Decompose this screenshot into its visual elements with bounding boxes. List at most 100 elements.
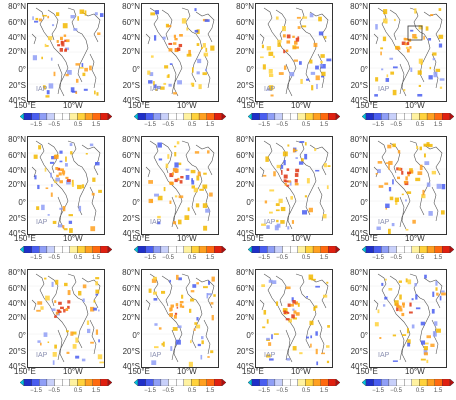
anomaly-cell — [205, 208, 210, 213]
anomaly-cell — [204, 68, 207, 72]
anomaly-cell — [86, 320, 90, 325]
anomaly-cell — [375, 77, 379, 82]
anomaly-cell — [322, 294, 328, 298]
anomaly-cell — [176, 141, 180, 145]
anomaly-cell — [392, 143, 396, 148]
lat-label: 0° — [132, 331, 140, 340]
anomaly-cell — [266, 225, 270, 229]
anomaly-cell — [45, 295, 50, 301]
lat-label: 20°N — [350, 47, 368, 56]
anomaly-cell — [405, 199, 407, 202]
lon-label: 10°W — [291, 101, 311, 110]
colorbar-tick-label: 0.5 — [301, 388, 311, 394]
anomaly-cell — [83, 88, 88, 91]
anomaly-cell — [393, 18, 396, 22]
anomaly-cell — [165, 163, 169, 169]
anomaly-cell — [92, 177, 96, 182]
anomaly-cell — [275, 16, 279, 20]
anomaly-cell — [153, 84, 157, 89]
anomaly-cell — [82, 298, 85, 303]
anomaly-cell — [193, 187, 198, 193]
anomaly-cell — [175, 339, 181, 345]
anomaly-cell — [79, 66, 84, 69]
anomaly-cell — [389, 196, 394, 201]
anomaly-cell — [269, 211, 273, 214]
lat-label: 40°S — [122, 96, 140, 105]
colorbar-tick-label: −1.5 — [144, 388, 156, 394]
anomaly-cell — [194, 322, 198, 325]
anomaly-cell — [98, 189, 102, 193]
anomaly-cell — [423, 143, 429, 147]
anomaly-cell — [67, 300, 71, 304]
anomaly-cell — [276, 301, 279, 306]
lat-label: 20°N — [122, 180, 140, 189]
anomaly-cell — [430, 14, 434, 16]
anomaly-cell — [36, 309, 41, 312]
colorbar-tick-label: −1.5 — [30, 388, 42, 394]
lat-label: 40°S — [350, 362, 368, 371]
anomaly-cell — [66, 330, 69, 333]
anomaly-cell — [194, 8, 197, 12]
anomaly-cell — [379, 337, 382, 339]
lat-label: 60°N — [350, 151, 368, 160]
lat-label: 0° — [18, 331, 26, 340]
anomaly-cell — [375, 172, 378, 175]
anomaly-cell — [407, 342, 411, 347]
anomaly-cell — [71, 182, 74, 187]
anomaly-cell — [272, 55, 275, 58]
map-frame: IAP — [369, 136, 447, 235]
anomaly-cell — [42, 14, 47, 17]
map-panel: 80°N 60°N 40°N 20°N 0° 20°S 40°S IAP 150°E 10°W −1… — [228, 133, 342, 266]
anomaly-cell — [93, 300, 96, 303]
anomaly-cell — [178, 195, 184, 199]
anomaly-cell — [148, 80, 153, 84]
anomaly-cell — [432, 331, 437, 337]
anomaly-cell — [405, 46, 409, 49]
colorbar-wrap — [248, 379, 340, 386]
map-frame: IAP — [141, 136, 219, 235]
anomaly-cell — [51, 24, 55, 27]
anomaly-cell — [177, 219, 182, 225]
anomaly-cell — [201, 340, 204, 345]
anomaly-cell — [87, 328, 91, 334]
anomaly-cell — [381, 68, 384, 71]
anomaly-cell — [196, 324, 201, 329]
anomaly-cell — [262, 326, 266, 329]
lat-label: 80°N — [236, 135, 254, 144]
lat-label: 80°N — [122, 2, 140, 11]
anomaly-cell — [387, 144, 392, 149]
anomaly-cell — [191, 180, 195, 185]
anomaly-cell — [374, 94, 378, 97]
anomaly-cell — [46, 45, 49, 47]
lat-label: 20°S — [122, 214, 140, 223]
lon-label: 150°E — [356, 367, 378, 376]
anomaly-cell — [292, 308, 295, 311]
anomaly-cell — [415, 294, 418, 300]
anomaly-cell — [438, 43, 443, 48]
anomaly-cell — [310, 335, 313, 339]
colorbar-wrap — [248, 113, 340, 120]
lat-label: 20°S — [8, 81, 26, 90]
lat-label: 80°N — [8, 2, 26, 11]
anomaly-cell — [89, 65, 92, 71]
anomaly-cell — [188, 308, 192, 313]
anomaly-cell — [38, 18, 42, 22]
anomaly-cell — [202, 43, 206, 48]
map-frame: IAP — [369, 269, 447, 368]
anomaly-cell — [51, 281, 54, 287]
anomaly-cell — [196, 282, 199, 285]
anomaly-cell — [438, 34, 444, 39]
lat-label: 20°S — [8, 347, 26, 356]
anomaly-cell — [38, 145, 42, 150]
anomaly-cell — [429, 66, 432, 70]
anomaly-cell — [57, 224, 63, 228]
anomaly-cell — [299, 141, 305, 143]
anomaly-cell — [296, 16, 301, 19]
anomaly-cell — [90, 226, 96, 232]
anomaly-cell — [402, 334, 407, 336]
colorbar — [248, 379, 340, 386]
anomaly-cell — [162, 341, 165, 347]
colorbar-wrap — [362, 379, 454, 386]
anomaly-cell — [271, 334, 273, 340]
anomaly-cell — [382, 36, 387, 42]
